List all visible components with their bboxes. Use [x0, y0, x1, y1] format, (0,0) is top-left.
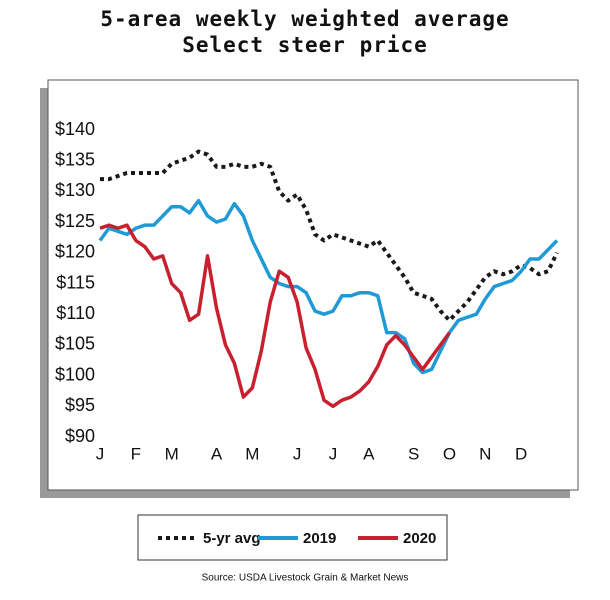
- x-tick-label: F: [131, 444, 141, 463]
- legend-label: 5-yr avg: [203, 530, 261, 547]
- x-tick-label: M: [245, 444, 259, 463]
- y-tick-label: $115: [56, 272, 95, 292]
- series-line: [98, 198, 559, 375]
- y-tick-label: $100: [55, 364, 95, 384]
- y-tick-label: $135: [55, 149, 95, 169]
- y-tick-label: $140: [55, 119, 95, 139]
- series-line: [99, 223, 451, 409]
- x-tick-label: M: [165, 444, 179, 463]
- y-tick-label: $120: [55, 242, 95, 262]
- y-tick-label: $130: [55, 180, 95, 200]
- y-tick-label: $95: [65, 395, 95, 415]
- x-tick-label: S: [408, 444, 419, 463]
- legend-label: 2019: [303, 530, 336, 547]
- chart-frame: [47, 79, 579, 491]
- x-tick-label: J: [329, 444, 338, 463]
- y-tick-label: $110: [56, 303, 95, 323]
- x-tick-label: O: [443, 444, 456, 463]
- y-tick-label: $125: [55, 211, 95, 231]
- source-note: Source: USDA Livestock Grain & Market Ne…: [202, 573, 409, 584]
- y-tick-label: $105: [55, 334, 95, 354]
- y-tick-label: $90: [65, 426, 95, 446]
- x-tick-label: D: [515, 444, 527, 463]
- chart-title: Select steer price: [182, 33, 428, 57]
- x-tick-label: J: [96, 444, 105, 463]
- legend-label: 2020: [403, 530, 436, 547]
- x-tick-label: A: [363, 444, 375, 463]
- x-tick-label: N: [479, 444, 491, 463]
- x-tick-label: A: [211, 444, 223, 463]
- chart-title: 5-area weekly weighted average: [100, 7, 509, 31]
- x-tick-label: J: [293, 444, 302, 463]
- series-line: [100, 149, 559, 323]
